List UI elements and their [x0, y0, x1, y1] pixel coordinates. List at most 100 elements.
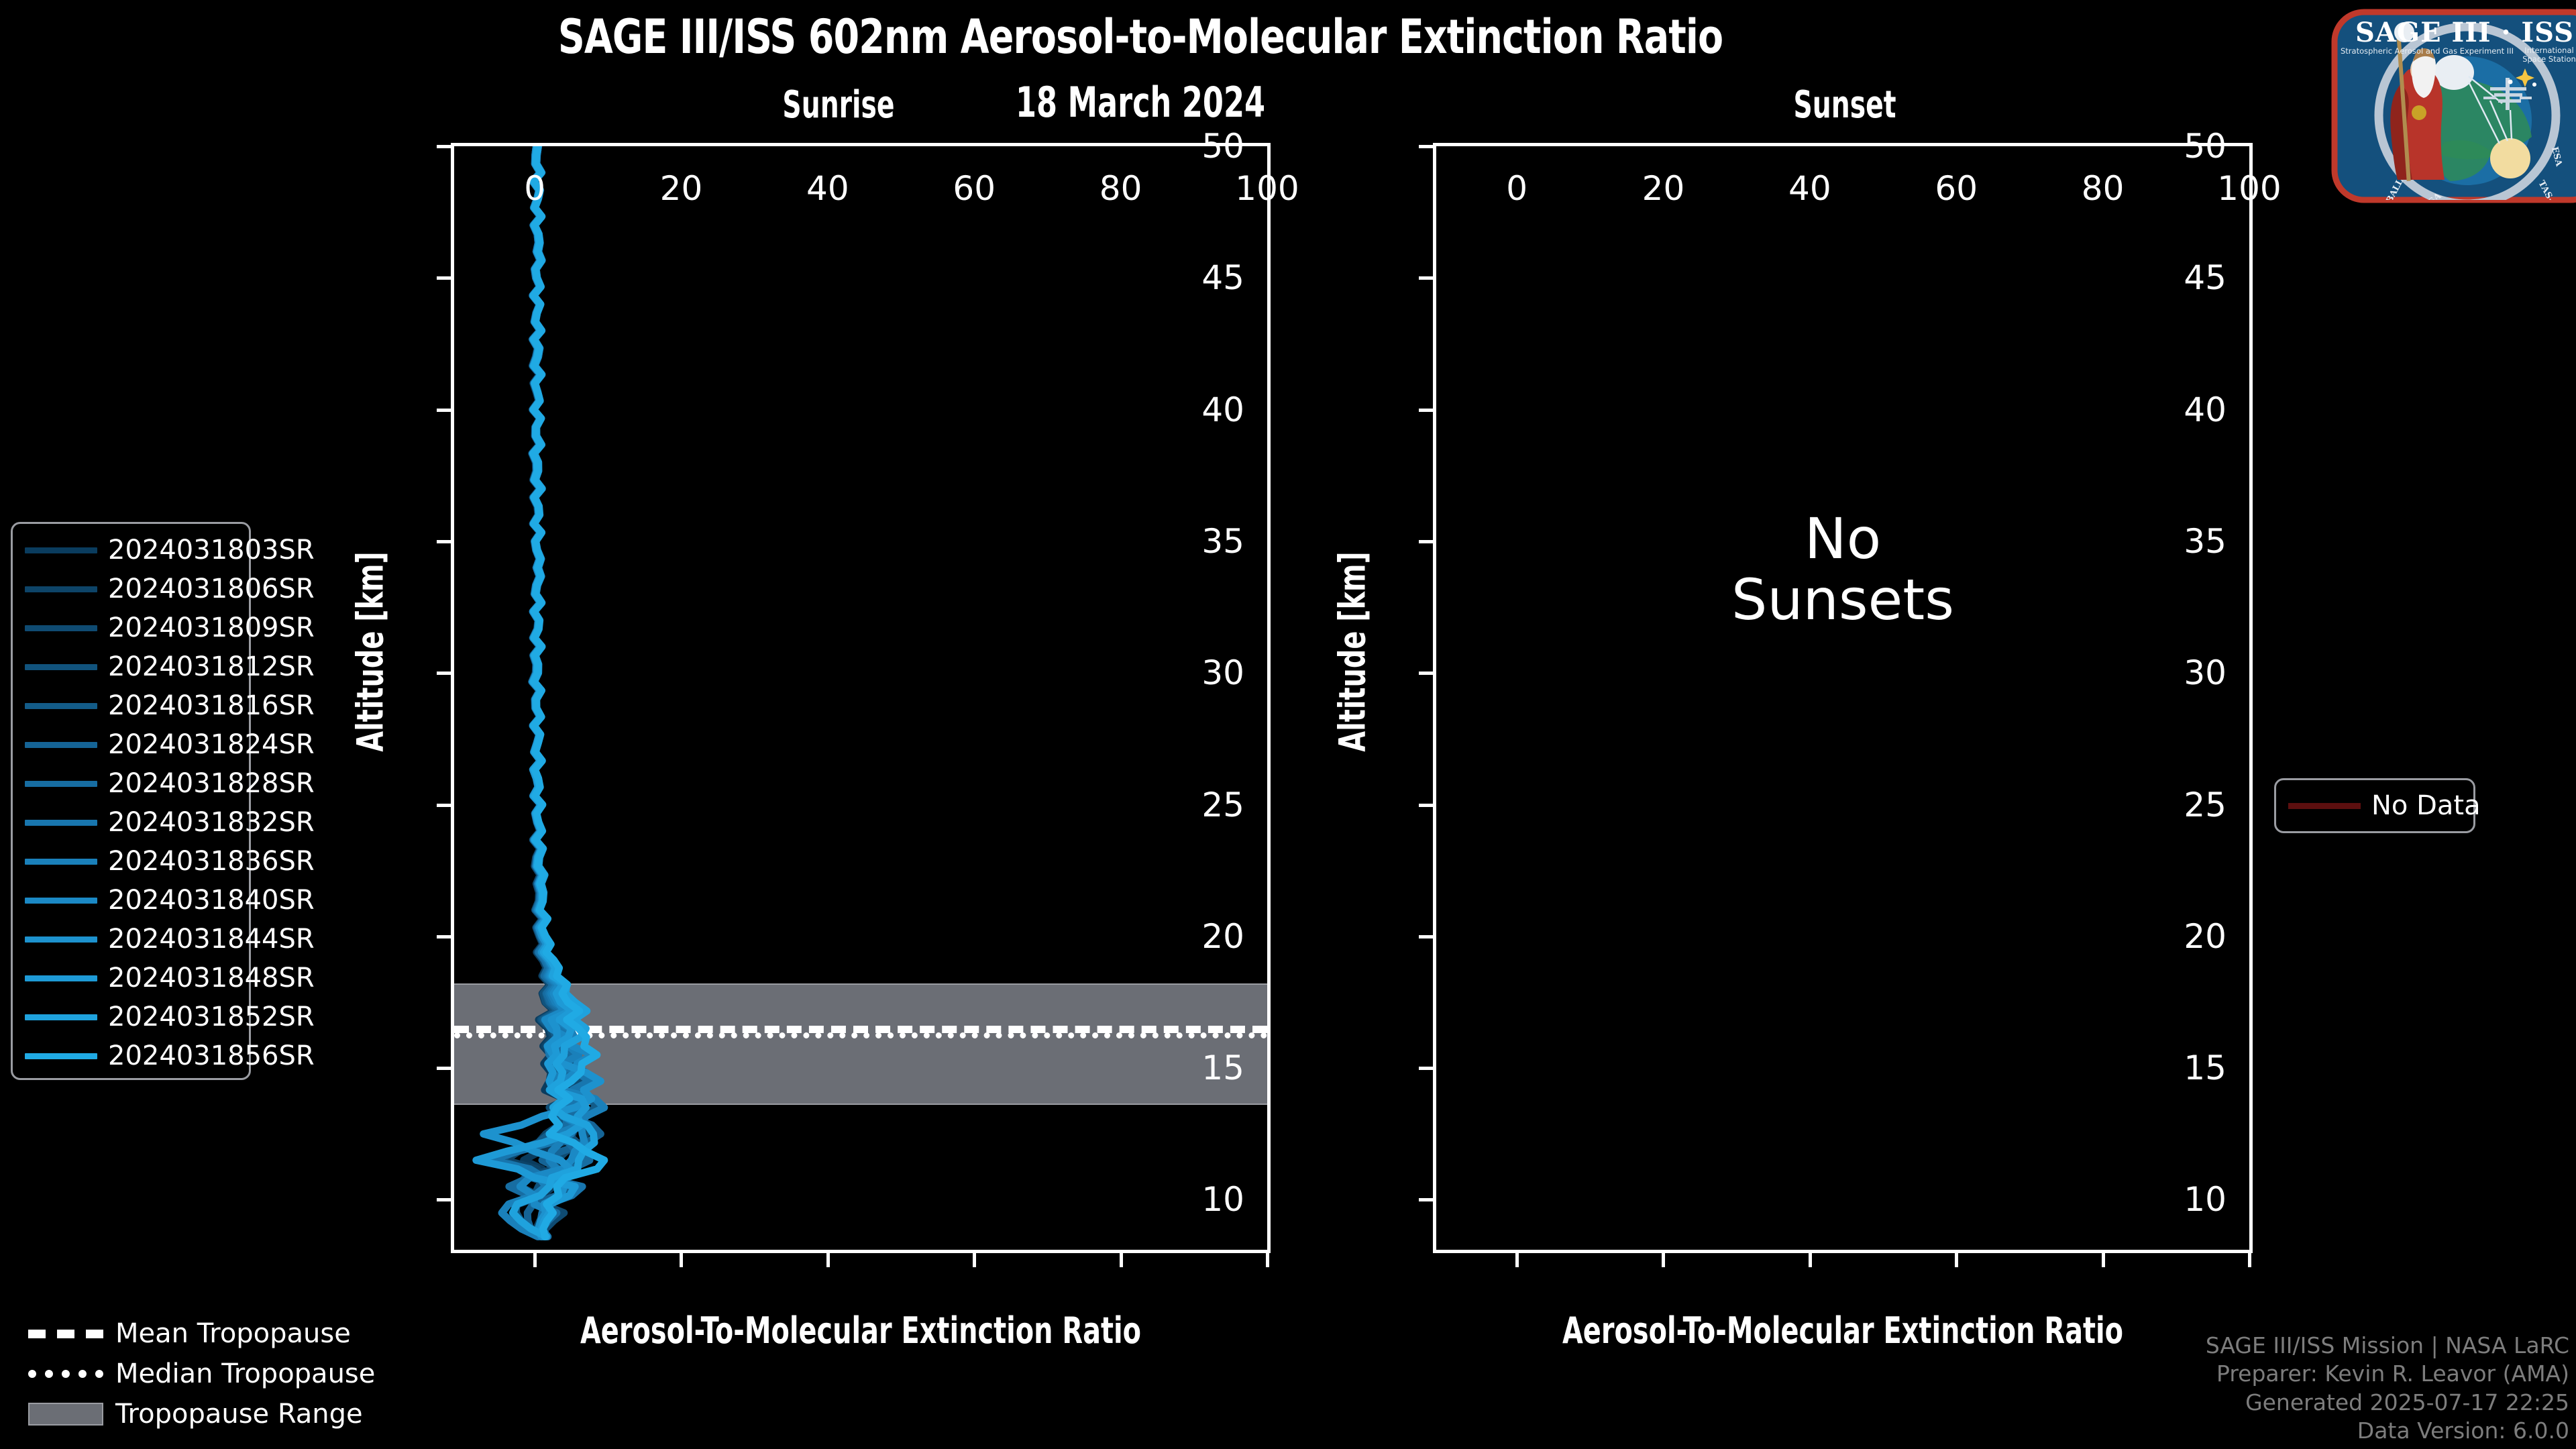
- legend-item[interactable]: 2024031803SR: [13, 531, 315, 570]
- tropopause-key-item: Tropopause Range: [11, 1394, 386, 1434]
- tropopause-key: Mean Tropopause Median Tropopause Tropopau…: [11, 1313, 386, 1434]
- legend-item[interactable]: 2024031848SR: [13, 959, 315, 998]
- y-axis-tick: [1419, 672, 1436, 676]
- y-axis-tick: [437, 934, 454, 938]
- x-axis-tick-label: 60: [1935, 169, 1978, 208]
- x-axis-tick: [2248, 1250, 2251, 1267]
- footer-line: SAGE III/ISS Mission | NASA LaRC: [2205, 1332, 2569, 1359]
- legend-item-label: 2024031852SR: [108, 1002, 315, 1032]
- y-axis-tick-label: 40: [2184, 390, 2226, 429]
- x-axis-tick: [973, 1250, 977, 1267]
- legend-color-swatch: [25, 975, 97, 981]
- legend-color-swatch: [25, 858, 97, 865]
- x-axis-tick: [2101, 1250, 2105, 1267]
- sunset-plot-axes: No Sunsets 10 15 20 25 30 35 40 45 50 0 20 40 60 80 10…: [1419, 127, 2282, 1267]
- x-axis-tick-label: 40: [806, 169, 849, 208]
- legend-item[interactable]: 2024031832SR: [13, 803, 315, 842]
- no-data-swatch: [2288, 802, 2361, 809]
- legend-item-label: 2024031856SR: [108, 1040, 315, 1071]
- profile-line: [529, 146, 608, 1240]
- no-data-legend[interactable]: No Data: [2274, 778, 2481, 833]
- legend-item-label: 2024031836SR: [108, 846, 315, 877]
- sunset-y-axis-label: Altitude [km]: [1331, 551, 1374, 752]
- x-axis-tick: [1119, 1250, 1123, 1267]
- sage-iii-iss-logo-icon: BALL NASA TAS-I ESA SAGE III · ISS Strat…: [2289, 3, 2576, 208]
- y-axis-tick-label: 20: [1201, 916, 1244, 956]
- y-axis-tick: [1419, 803, 1436, 807]
- y-axis-tick: [437, 1198, 454, 1202]
- y-axis-tick: [437, 803, 454, 807]
- legend-item-label: 2024031816SR: [108, 690, 315, 721]
- y-axis-tick-label: 50: [1201, 127, 1244, 166]
- legend-item[interactable]: 2024031852SR: [13, 998, 315, 1036]
- y-axis-tick: [1419, 539, 1436, 543]
- x-axis-tick: [1266, 1250, 1269, 1267]
- y-axis-tick: [1419, 934, 1436, 938]
- page-title: SAGE III/ISS 602nm Aerosol-to-Molecular …: [557, 9, 1723, 64]
- x-axis-tick-label: 100: [2217, 169, 2282, 208]
- y-axis-tick-label: 20: [2184, 916, 2226, 956]
- y-axis-tick: [437, 276, 454, 280]
- legend-item[interactable]: 2024031806SR: [13, 570, 315, 608]
- y-axis-tick-label: 25: [1201, 785, 1244, 824]
- y-axis-tick-label: 10: [2184, 1180, 2226, 1220]
- x-axis-tick-label: 80: [2081, 169, 2125, 208]
- legend-item[interactable]: 2024031856SR: [13, 1036, 315, 1075]
- legend-color-swatch: [25, 936, 97, 943]
- y-axis-tick: [1419, 1198, 1436, 1202]
- legend-item[interactable]: 2024031809SR: [13, 608, 315, 647]
- y-axis-tick: [1419, 276, 1436, 280]
- x-axis-tick-label: 20: [659, 169, 703, 208]
- tropopause-key-label: Median Tropopause: [115, 1358, 376, 1389]
- y-axis-tick-label: 35: [1201, 521, 1244, 561]
- tropopause-range-swatch: [28, 1403, 103, 1426]
- legend-item-label: 2024031806SR: [108, 574, 315, 604]
- profile-legend[interactable]: 2024031803SR 2024031806SR 2024031809SR 2024…: [11, 522, 315, 1080]
- x-axis-tick-label: 40: [1788, 169, 1831, 208]
- mean-tropopause-line: [454, 1026, 1267, 1034]
- legend-color-swatch: [25, 547, 97, 553]
- legend-item[interactable]: 2024031844SR: [13, 920, 315, 959]
- legend-color-swatch: [25, 663, 97, 670]
- legend-item[interactable]: 2024031812SR: [13, 647, 315, 686]
- legend-color-swatch: [25, 780, 97, 787]
- legend-item[interactable]: 2024031836SR: [13, 842, 315, 881]
- legend-item[interactable]: 2024031824SR: [13, 725, 315, 764]
- legend-color-swatch: [25, 897, 97, 904]
- legend-item-label: 2024031812SR: [108, 651, 315, 682]
- legend-color-swatch: [25, 819, 97, 826]
- y-axis-tick: [1419, 1067, 1436, 1071]
- legend-color-swatch: [25, 586, 97, 592]
- legend-item-label: 2024031803SR: [108, 535, 315, 566]
- y-axis-tick: [437, 145, 454, 148]
- x-axis-tick: [1662, 1250, 1666, 1267]
- y-axis-tick-label: 50: [2184, 127, 2226, 166]
- svg-text:Space Station: Space Station: [2522, 54, 2576, 64]
- x-axis-tick-label: 60: [953, 169, 996, 208]
- x-axis-tick-label: 0: [1506, 169, 1527, 208]
- legend-item[interactable]: 2024031840SR: [13, 881, 315, 920]
- y-axis-tick: [437, 408, 454, 412]
- y-axis-tick: [437, 1067, 454, 1071]
- legend-item-label: 2024031824SR: [108, 729, 315, 760]
- mean-tropopause-swatch: [28, 1329, 103, 1338]
- legend-item-label: 2024031840SR: [108, 885, 315, 916]
- footer-line: Generated 2025-07-17 22:25: [2245, 1389, 2569, 1415]
- svg-text:ESA: ESA: [2549, 146, 2564, 168]
- legend-color-swatch: [25, 1014, 97, 1020]
- y-axis-tick-label: 40: [1201, 390, 1244, 429]
- legend-item[interactable]: 2024031828SR: [13, 764, 315, 803]
- svg-text:SAGE III · ISS: SAGE III · ISS: [2355, 17, 2574, 48]
- legend-item-label: 2024031844SR: [108, 924, 315, 955]
- sunset-x-axis-label: Aerosol-To-Molecular Extinction Ratio: [1562, 1309, 2124, 1352]
- x-axis-tick-label: 0: [524, 169, 545, 208]
- x-axis-tick: [1515, 1250, 1519, 1267]
- x-axis-tick: [1808, 1250, 1812, 1267]
- sunrise-x-axis-label: Aerosol-To-Molecular Extinction Ratio: [580, 1309, 1142, 1352]
- legend-color-swatch: [25, 1053, 97, 1059]
- legend-item[interactable]: 2024031816SR: [13, 686, 315, 725]
- x-axis-tick-label: 80: [1099, 169, 1142, 208]
- tropopause-key-item: Median Tropopause: [11, 1354, 386, 1394]
- y-axis-tick-label: 25: [2184, 785, 2226, 824]
- legend-item-label: 2024031832SR: [108, 807, 315, 838]
